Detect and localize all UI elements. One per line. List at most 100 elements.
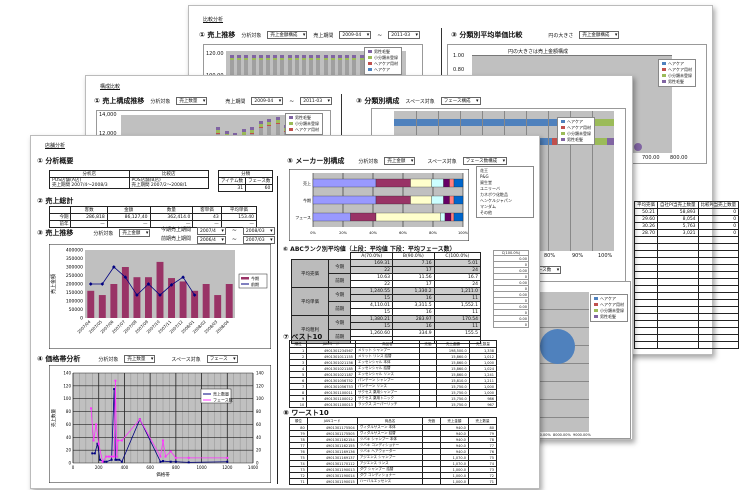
line-marker (97, 442, 100, 445)
bar-segment (431, 195, 444, 205)
price-band-header: ④ 価格帯分析 分析対象 売上数量 スペース対象 フェース (37, 354, 238, 364)
gridline (592, 111, 593, 251)
y-tick-label: 300000 (66, 265, 83, 271)
y-tick-label: 150000 (66, 290, 83, 296)
bar (110, 284, 118, 318)
stacked-bar (323, 55, 328, 85)
legend-label: 前期 (251, 281, 259, 287)
target-select[interactable]: 売上数量 (124, 355, 156, 363)
bar-segment (453, 178, 464, 188)
y-tick-label: 100000 (66, 299, 83, 305)
y-tick: 14,000 (99, 112, 117, 118)
x-tick: 90% (572, 253, 584, 259)
period-to-select[interactable]: 2011-03 (388, 31, 421, 39)
space-label: スペース対象 (171, 356, 201, 363)
y-axis-label: 売上金額 (50, 274, 57, 294)
line-series (90, 266, 195, 296)
line-marker (115, 455, 118, 458)
cur-to-select[interactable]: 2008/03 (242, 226, 275, 235)
table-row (634, 264, 740, 272)
gridline (570, 111, 571, 251)
bar-segment (450, 212, 455, 222)
sales-trend-header: ③ 売上推移 分析対象 売上金額 (37, 228, 151, 238)
line-marker (187, 456, 190, 459)
line-marker (93, 452, 96, 455)
space-select[interactable]: フェース構成 (440, 97, 481, 105)
prev-to-select[interactable]: 2007/03 (242, 235, 275, 244)
x-tick: 700.00 (642, 155, 660, 161)
stacked-bar (302, 55, 306, 85)
bar-segment (410, 195, 432, 205)
line-marker (226, 460, 229, 463)
line-marker (101, 460, 104, 463)
sheet-title: 店舗分析 (45, 143, 66, 149)
space-label: スペース対象 (405, 98, 435, 105)
category-label: 今期 (303, 197, 311, 203)
period-to-select[interactable]: 2011-03 (300, 97, 333, 105)
target-select[interactable]: 売上数量 (176, 97, 208, 105)
chart-title: 円の大きさは売上金額構成 (508, 49, 569, 55)
prev-from-select[interactable]: 2006/4 (197, 235, 226, 244)
side-value: 0 (494, 297, 528, 303)
bar (133, 277, 141, 318)
table-row: 平均単価 今期 1,240.55 1,330.2 1,211.0 (291, 287, 482, 316)
table-row: 30.26 5,763 0 (634, 222, 740, 230)
table-row (634, 271, 740, 279)
line-marker (169, 450, 172, 453)
period-from-select[interactable]: 2009-04 (339, 31, 372, 39)
size-select[interactable]: 売上金額構成 (579, 31, 620, 39)
y-tick-label: 400000 (66, 248, 83, 254)
side-header: C(100.0%) (501, 251, 521, 255)
line-marker (110, 458, 113, 461)
legend-item: P&G (480, 174, 489, 179)
bar-segment (312, 178, 377, 188)
period-from-select[interactable]: 2009-04 (251, 97, 284, 105)
y2-tick-label: 100 (256, 396, 264, 401)
stacked-bar (266, 55, 270, 85)
maker-legend: 花王 P&G 資生堂 ユニリーバ カネボウ化粧品 ヘンケルジャパン マンダム その他 (476, 166, 534, 218)
class-table: 分類 アイテム数 フェース数 31 60 (217, 170, 274, 192)
line-marker (120, 439, 123, 442)
bar-segment (449, 195, 455, 205)
back-summary-table: 平均売価 自社PI当売上数量 比較PI当売上数量 50.21 58,893 0 29.60… (634, 201, 740, 349)
y2-tick-label: 40 (256, 435, 262, 440)
section-title: ③ 分類別構成 (356, 97, 400, 105)
bar (145, 277, 152, 318)
stacked-bar (258, 55, 263, 85)
period-label: 売上期間 (225, 98, 246, 105)
bar (156, 261, 164, 318)
section-title: ③ 売上推移 (37, 229, 74, 237)
space-select[interactable]: フェース (206, 355, 238, 363)
cur-from-select[interactable]: 2007/4 (197, 226, 226, 235)
bubble (634, 143, 642, 151)
table-row (634, 278, 740, 286)
table-row (634, 327, 740, 335)
table-row (634, 313, 740, 321)
line-marker (164, 455, 167, 458)
legend: ヘアケア ヘアケア用材 小分類未登録 男性毛髪 (658, 59, 696, 87)
y-tick-label: 80 (66, 409, 72, 414)
table-row: 今期 286,818 86,127,40 362,414.0 43 153.40 (48, 213, 258, 221)
abc-table: A(70.0%) B(90.0%) C(100.0%) 平均売価 今期 169.31 7.… (291, 252, 482, 344)
line-marker (187, 461, 190, 464)
line-marker (105, 455, 108, 458)
stacked-bar (250, 127, 254, 141)
y-tick-label: 0 (80, 316, 83, 322)
target-select[interactable]: 売上金額 (119, 229, 151, 237)
x-tick-label: 1400 (248, 465, 259, 470)
line-marker (91, 452, 94, 455)
y-tick: 12,000 (99, 131, 117, 137)
line-marker (92, 439, 95, 442)
x-tick-label: 0% (310, 231, 316, 235)
table-row: 71 4901301190015 ハーバルエッセンス 1,000.0 71 (289, 478, 498, 485)
line-marker (96, 442, 99, 445)
side-value: 0.00 (494, 255, 528, 261)
line-marker (90, 407, 92, 410)
bar (225, 284, 233, 318)
target-select[interactable]: 売上金額構成 (267, 31, 308, 39)
legend-item: 花王 (480, 168, 488, 173)
space-select[interactable]: フェース数構成 (462, 157, 508, 165)
target-select[interactable]: 売上金額 (384, 157, 416, 165)
x-tick-label: 400 (121, 465, 129, 470)
